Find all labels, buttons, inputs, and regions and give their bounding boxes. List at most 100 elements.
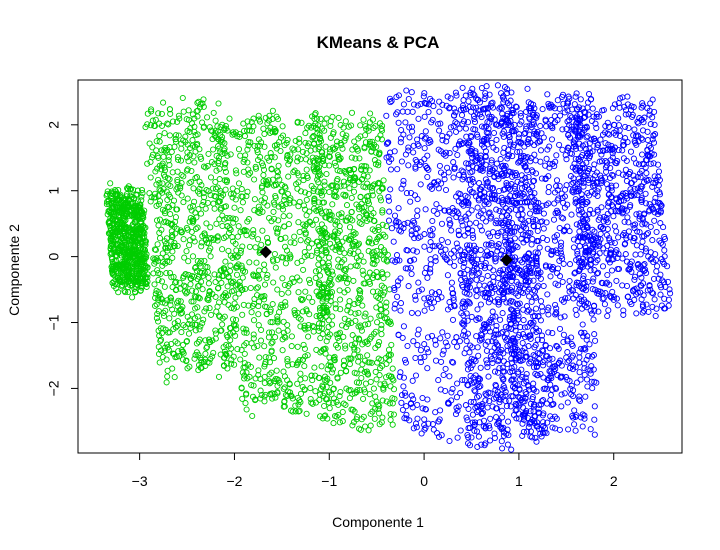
- data-point: [281, 384, 288, 391]
- data-point: [241, 329, 248, 336]
- data-point: [156, 291, 163, 298]
- data-point: [371, 415, 378, 422]
- data-point: [352, 155, 359, 162]
- data-point: [255, 303, 262, 310]
- data-point: [172, 354, 179, 361]
- data-point: [588, 378, 595, 385]
- data-point: [453, 92, 460, 99]
- data-point: [527, 158, 534, 165]
- data-point: [309, 134, 316, 141]
- data-point: [127, 233, 135, 240]
- data-point: [252, 397, 259, 404]
- data-point: [526, 268, 533, 275]
- data-point: [497, 267, 504, 274]
- data-point: [570, 244, 577, 251]
- data-point: [522, 277, 530, 284]
- data-point: [270, 182, 278, 189]
- data-point: [229, 316, 237, 323]
- data-point: [414, 310, 422, 317]
- data-point: [204, 114, 211, 121]
- data-point: [531, 151, 538, 158]
- data-point: [403, 411, 410, 418]
- data-point: [348, 235, 355, 242]
- data-point: [219, 321, 226, 328]
- data-point: [479, 400, 486, 408]
- data-point: [269, 390, 276, 397]
- data-point: [291, 239, 298, 247]
- data-point: [521, 193, 528, 200]
- data-point: [552, 385, 560, 392]
- data-point: [509, 298, 516, 305]
- data-point: [430, 207, 437, 214]
- data-point: [574, 251, 581, 258]
- data-point: [430, 103, 437, 110]
- data-point: [471, 379, 478, 386]
- data-point: [186, 242, 193, 249]
- data-point: [535, 282, 542, 289]
- data-point: [556, 426, 563, 433]
- data-point: [164, 196, 171, 203]
- data-point: [150, 270, 157, 277]
- data-point: [266, 371, 273, 378]
- data-point: [198, 155, 205, 162]
- data-point: [107, 246, 114, 253]
- data-point: [326, 162, 333, 169]
- data-point: [316, 304, 324, 311]
- data-point: [230, 190, 237, 197]
- data-point: [407, 257, 414, 264]
- data-point: [424, 164, 431, 171]
- data-point: [159, 180, 166, 187]
- data-point: [470, 399, 477, 406]
- data-point: [498, 213, 505, 220]
- data-point: [251, 196, 258, 203]
- data-point: [285, 173, 292, 180]
- data-point: [170, 197, 178, 204]
- data-point: [379, 209, 386, 216]
- data-point: [138, 253, 145, 260]
- data-point: [225, 301, 232, 308]
- data-point: [522, 278, 529, 285]
- data-point: [121, 245, 129, 252]
- data-point: [532, 294, 539, 301]
- data-point: [298, 119, 305, 126]
- data-point: [471, 118, 479, 126]
- data-point: [500, 295, 507, 303]
- data-point: [424, 152, 431, 159]
- data-point: [362, 321, 369, 328]
- data-point: [480, 207, 487, 214]
- data-point: [234, 253, 242, 260]
- data-point: [414, 136, 421, 143]
- data-point: [243, 329, 250, 336]
- data-point: [441, 207, 448, 214]
- data-point: [482, 161, 489, 168]
- data-point: [178, 171, 185, 179]
- data-point: [221, 362, 228, 370]
- data-point: [531, 105, 538, 112]
- data-point: [474, 306, 481, 313]
- data-point: [530, 386, 537, 393]
- data-point: [208, 235, 215, 242]
- data-point: [535, 425, 543, 433]
- data-point: [522, 334, 529, 341]
- data-point: [161, 130, 168, 137]
- data-point: [497, 104, 504, 111]
- data-point: [342, 265, 349, 272]
- data-point: [391, 305, 398, 312]
- data-point: [428, 304, 435, 312]
- data-point: [158, 295, 165, 302]
- data-point: [339, 238, 346, 245]
- data-point: [305, 237, 312, 244]
- data-point: [522, 184, 529, 191]
- data-point: [266, 157, 273, 164]
- data-point: [383, 223, 390, 230]
- data-point: [172, 136, 179, 143]
- data-point: [168, 234, 176, 241]
- data-point: [377, 194, 384, 201]
- data-point: [329, 244, 336, 251]
- data-point: [591, 431, 598, 438]
- data-point: [476, 191, 483, 198]
- data-point: [232, 196, 239, 203]
- data-point: [227, 262, 234, 269]
- data-point: [388, 373, 395, 380]
- data-point: [464, 285, 471, 293]
